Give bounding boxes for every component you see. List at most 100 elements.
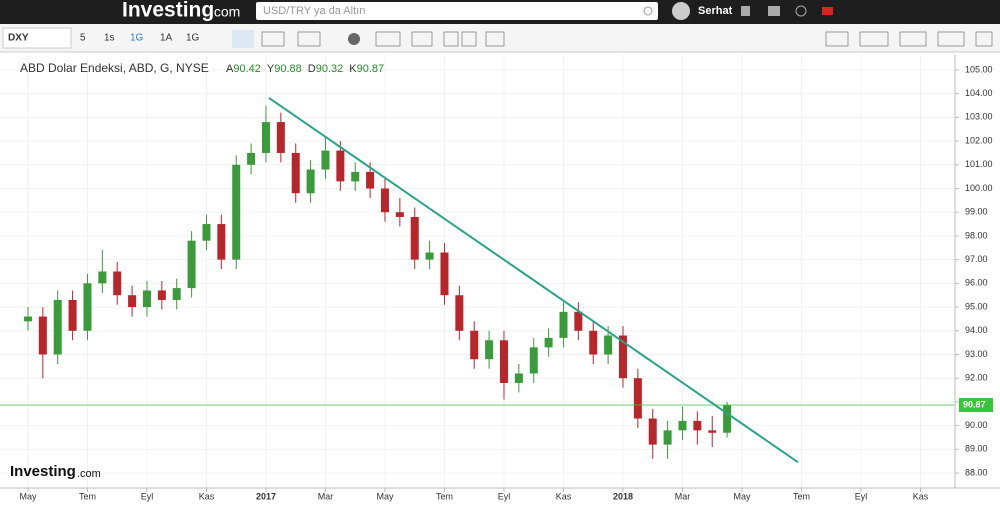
flag-icon[interactable] [822, 7, 833, 15]
search-placeholder: USD/TRY ya da Altın [263, 5, 365, 17]
search-icon[interactable] [643, 6, 653, 16]
candle-body [499, 340, 508, 383]
last-price-box [959, 398, 993, 413]
candle-body [321, 150, 330, 170]
candle-body [291, 152, 300, 194]
avatar[interactable] [672, 2, 690, 20]
symbol: DXY [8, 33, 29, 44]
interval-button[interactable]: 1G [186, 33, 200, 44]
candle-body [128, 295, 137, 308]
interval-button[interactable]: 1G [130, 33, 144, 44]
ohlc-label: K [349, 63, 357, 75]
tool[interactable] [297, 31, 321, 47]
candle-body [410, 216, 419, 260]
bell-icon[interactable] [741, 6, 750, 16]
interval-button[interactable]: 5 [80, 33, 86, 44]
candle-body [395, 212, 404, 217]
candle-body [678, 420, 687, 431]
y-tick-label: 103.00 [965, 112, 993, 122]
camera[interactable] [825, 31, 849, 47]
candle-body [157, 290, 166, 300]
y-tick-label: 88.00 [965, 467, 988, 477]
logo[interactable]: Investing [122, 0, 214, 22]
x-tick-label: Tem [79, 491, 96, 501]
interval-button[interactable]: 1s [104, 33, 115, 44]
candle-body [693, 420, 702, 431]
candle-body [633, 378, 642, 419]
candle-body [38, 316, 47, 355]
candle-body [232, 164, 241, 260]
plot [0, 55, 955, 488]
candle-body [247, 152, 256, 165]
indicator-tool[interactable] [375, 31, 401, 47]
candle-body [440, 252, 449, 296]
y-tick-label: 90.00 [965, 420, 988, 430]
candle-body [366, 171, 375, 189]
tool[interactable] [261, 31, 285, 47]
candle-body [574, 311, 583, 331]
candle-body [589, 330, 598, 355]
ohlc-value: 90.42 [233, 63, 261, 75]
layout[interactable] [859, 31, 889, 47]
candle-body [23, 316, 32, 322]
candle-body [529, 347, 538, 374]
portfolio-icon[interactable] [768, 6, 780, 16]
ohlc-value: 90.87 [357, 63, 385, 75]
settings-icon[interactable] [348, 33, 360, 45]
x-tick-label: Kas [556, 491, 572, 501]
x-tick-label: Eyl [855, 491, 868, 501]
candle-body [351, 171, 360, 182]
y-tick-label: 95.00 [965, 301, 988, 311]
candle-body [217, 224, 226, 260]
compare-tool[interactable] [411, 31, 433, 47]
candle-body [663, 430, 672, 445]
candle-body [618, 335, 627, 379]
chart-title: ABD Dolar Endeksi, ABD, G, NYSE [20, 61, 209, 75]
candle-body [113, 271, 122, 296]
candle-body [648, 418, 657, 445]
candle-body [425, 252, 434, 260]
candle-body [172, 288, 181, 300]
candle-body [604, 335, 613, 355]
user-name[interactable]: Serhat [698, 5, 733, 17]
y-tick-label: 89.00 [965, 444, 988, 454]
y-tick-label: 99.00 [965, 207, 988, 217]
undo[interactable] [443, 31, 459, 47]
ohlc-label: A [226, 63, 234, 75]
cloud-load[interactable] [937, 31, 965, 47]
x-tick-label: 2017 [256, 491, 276, 501]
clock-icon[interactable] [795, 5, 807, 17]
trendline [268, 97, 799, 463]
symbol-box[interactable] [2, 27, 72, 49]
cloud-save[interactable] [899, 31, 927, 47]
search-box[interactable] [256, 2, 658, 20]
x-tick-label: Eyl [141, 491, 154, 501]
interval-button[interactable]: 1A [160, 33, 173, 44]
alert-tool[interactable] [485, 31, 505, 47]
y-tick-label: 100.00 [965, 183, 993, 193]
candle-body [708, 430, 717, 433]
candle-tool[interactable] [232, 30, 254, 48]
y-tick-label: 94.00 [965, 325, 988, 335]
candle-body [559, 311, 568, 338]
candle-body [306, 169, 315, 194]
fullscreen[interactable] [975, 31, 993, 47]
redo[interactable] [461, 31, 477, 47]
last-price-label: 90.87 [963, 399, 986, 409]
watermark: Investing [10, 463, 76, 480]
x-tick-label: Eyl [498, 491, 511, 501]
candle-body [53, 299, 62, 355]
x-tick-label: May [376, 491, 394, 501]
candle-body [380, 188, 389, 213]
x-tick-label: Mar [318, 491, 334, 501]
x-tick-label: May [19, 491, 37, 501]
y-tick-label: 104.00 [965, 88, 993, 98]
candle-body [470, 330, 479, 360]
candle-body [276, 122, 285, 153]
candle-body [202, 224, 211, 241]
candle-body [723, 405, 732, 433]
x-tick-label: May [733, 491, 751, 501]
candle-body [485, 340, 494, 360]
y-tick-label: 96.00 [965, 278, 988, 288]
